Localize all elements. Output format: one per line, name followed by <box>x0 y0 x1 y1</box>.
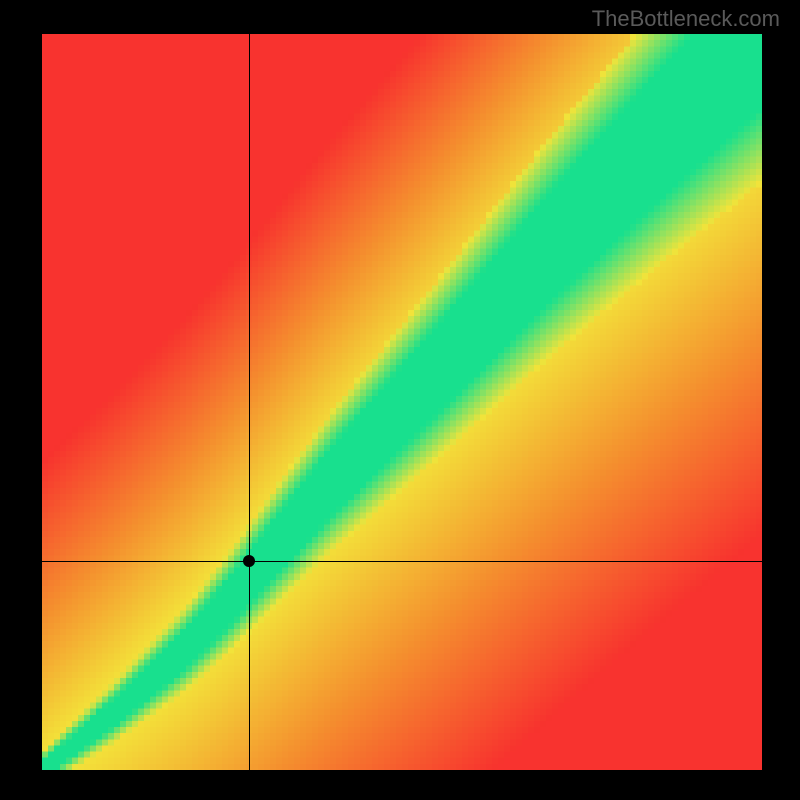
watermark-text: TheBottleneck.com <box>592 6 780 32</box>
plot-area <box>42 34 762 770</box>
heatmap-canvas <box>42 34 762 770</box>
crosshair-horizontal <box>42 561 762 562</box>
crosshair-marker <box>243 555 255 567</box>
chart-container: TheBottleneck.com <box>0 0 800 800</box>
crosshair-vertical <box>249 34 250 770</box>
